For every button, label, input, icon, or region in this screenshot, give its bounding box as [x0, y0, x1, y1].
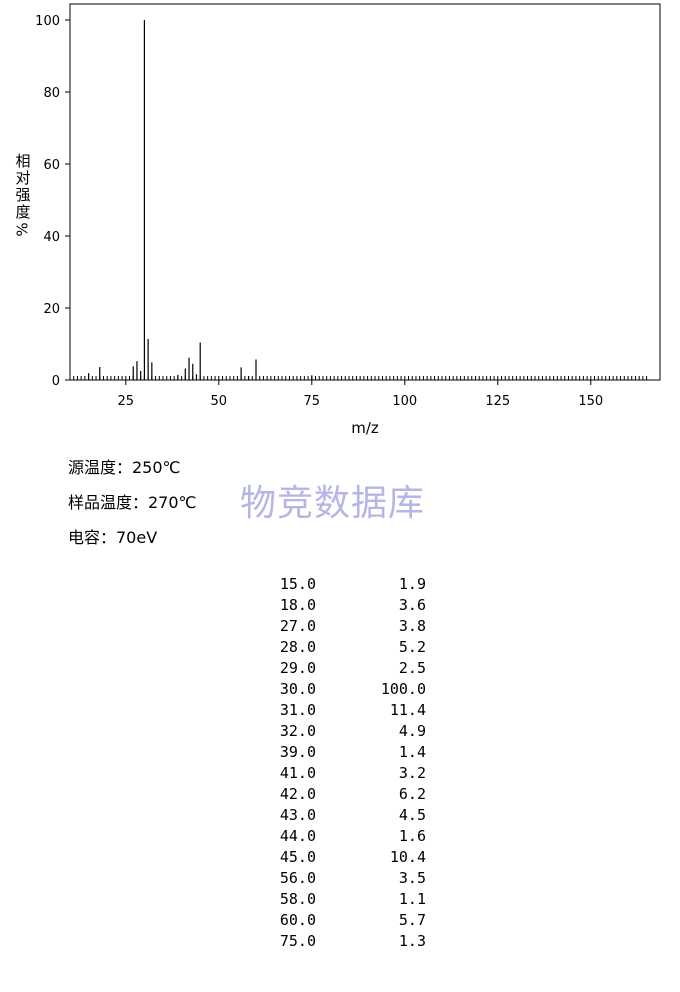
y-tick-label: 20: [43, 302, 60, 317]
mz-value: 32.0: [279, 722, 316, 740]
table-row: 29.0 2.5: [260, 658, 426, 679]
mz-value: 56.0: [279, 869, 316, 887]
table-row: 18.0 3.6: [260, 595, 426, 616]
abundance-value: 1.6: [398, 827, 426, 845]
abundance-value: 4.9: [398, 722, 426, 740]
abundance-value: 5.7: [398, 911, 426, 929]
mz-value: 18.0: [279, 596, 316, 614]
abundance-value: 5.2: [398, 638, 426, 656]
abundance-value: 6.2: [398, 785, 426, 803]
x-tick-label: 150: [578, 394, 603, 409]
abundance-value: 100.0: [380, 680, 426, 698]
x-tick-label: 125: [485, 394, 510, 409]
x-tick-label: 75: [304, 394, 321, 409]
x-tick-label: 50: [211, 394, 228, 409]
abundance-value: 4.5: [398, 806, 426, 824]
mz-value: 75.0: [279, 932, 316, 950]
mz-value: 28.0: [279, 638, 316, 656]
abundance-value: 3.6: [398, 596, 426, 614]
x-tick-label: 25: [118, 394, 135, 409]
table-row: 41.0 3.2: [260, 763, 426, 784]
watermark: 物竞数据库: [240, 483, 426, 524]
table-row: 45.0 10.4: [260, 847, 426, 868]
x-tick-label: 100: [392, 394, 417, 409]
table-row: 44.0 1.6: [260, 826, 426, 847]
abundance-value: 3.5: [398, 869, 426, 887]
table-row: 27.0 3.8: [260, 616, 426, 637]
mz-value: 44.0: [279, 827, 316, 845]
table-row: 43.0 4.5: [260, 805, 426, 826]
mz-value: 27.0: [279, 617, 316, 635]
mz-value: 30.0: [279, 680, 316, 698]
y-axis-title-char: 相: [15, 152, 31, 170]
y-tick-label: 100: [35, 14, 60, 29]
mz-value: 42.0: [279, 785, 316, 803]
table-row: 58.0 1.1: [260, 889, 426, 910]
x-major-ticks: 25 50 75 100 125 150: [118, 380, 603, 409]
table-row: 15.0 1.9: [260, 574, 426, 595]
abundance-value: 1.9: [398, 575, 426, 593]
mz-value: 43.0: [279, 806, 316, 824]
abundance-value: 3.8: [398, 617, 426, 635]
abundance-value: 1.4: [398, 743, 426, 761]
x-minor-ticks: [73, 376, 648, 380]
table-row: 28.0 5.2: [260, 637, 426, 658]
table-row: 75.0 1.3: [260, 931, 426, 952]
y-axis-unit: %: [13, 222, 32, 237]
mass-spectrum-chart: 25 50 75 100 125 150 0 20 40 60 80 100 m/z: [35, 3, 661, 437]
y-tick-label: 60: [43, 158, 60, 173]
table-row: 39.0 1.4: [260, 742, 426, 763]
mz-value: 60.0: [279, 911, 316, 929]
mz-value: 41.0: [279, 764, 316, 782]
abundance-value: 1.3: [398, 932, 426, 950]
mz-value: 29.0: [279, 659, 316, 677]
y-axis-title: 相 对 强 度 %: [13, 153, 33, 238]
table-row: 42.0 6.2: [260, 784, 426, 805]
y-major-ticks: 0 20 40 60 80 100: [35, 14, 70, 389]
mz-value: 31.0: [279, 701, 316, 719]
source-temperature: 源温度：250℃: [68, 458, 181, 477]
abundance-value: 3.2: [398, 764, 426, 782]
abundance-value: 2.5: [398, 659, 426, 677]
y-axis-title-char: 对: [15, 169, 31, 187]
plot-frame: [69, 3, 661, 381]
table-row: 60.0 5.7: [260, 910, 426, 931]
mz-value: 39.0: [279, 743, 316, 761]
y-tick-label: 0: [52, 374, 60, 389]
y-axis-title-char: 度: [15, 203, 31, 221]
mz-value: 58.0: [279, 890, 316, 908]
ionization-energy: 电容：70eV: [68, 528, 158, 547]
abundance-value: 10.4: [389, 848, 426, 866]
y-tick-label: 40: [43, 230, 60, 245]
mz-value: 45.0: [279, 848, 316, 866]
peak-table: 15.0 1.9 18.0 3.6 27.0 3.8 28.0 5.2 29.0 2.5 30.0 1…: [260, 574, 426, 952]
table-row: 56.0 3.5: [260, 868, 426, 889]
abundance-value: 11.4: [389, 701, 426, 719]
spectrum-peaks: [87, 20, 313, 380]
mz-value: 15.0: [279, 575, 316, 593]
x-axis-title: m/z: [351, 419, 379, 437]
y-tick-label: 80: [43, 86, 60, 101]
table-row: 30.0 100.0: [260, 679, 426, 700]
y-axis-title-char: 强: [15, 186, 31, 204]
abundance-value: 1.1: [398, 890, 426, 908]
table-row: 32.0 4.9: [260, 721, 426, 742]
table-row: 31.0 11.4: [260, 700, 426, 721]
sample-temperature: 样品温度：270℃: [68, 493, 197, 512]
